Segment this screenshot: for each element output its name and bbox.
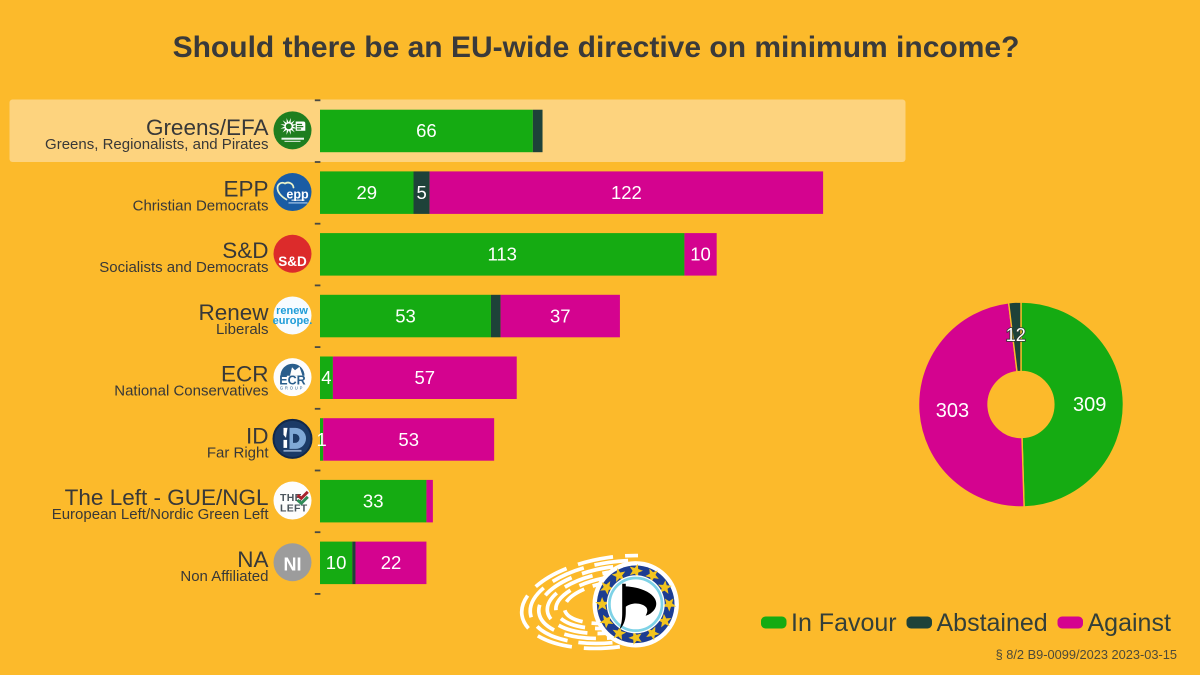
- svg-text:renew: renew: [276, 305, 308, 317]
- svg-text:NA: NA: [237, 547, 268, 572]
- svg-text:29: 29: [357, 182, 378, 203]
- svg-text:In Favour: In Favour: [791, 609, 897, 637]
- svg-text:§ 8/2 B9-0099/2023 2023-03-15: § 8/2 B9-0099/2023 2023-03-15: [996, 647, 1177, 662]
- svg-text:ID: ID: [246, 423, 269, 448]
- svg-text:S&D: S&D: [222, 238, 268, 263]
- svg-text:ECR: ECR: [279, 374, 305, 388]
- svg-text:113: 113: [487, 244, 517, 265]
- svg-text:12: 12: [1006, 325, 1026, 345]
- svg-text:4: 4: [321, 367, 331, 388]
- svg-text:S&D: S&D: [278, 254, 307, 269]
- svg-text:Renew: Renew: [198, 300, 269, 325]
- svg-text:66: 66: [416, 120, 437, 141]
- svg-text:309: 309: [1073, 394, 1106, 416]
- svg-text:Greens/EFA: Greens/EFA: [146, 115, 269, 140]
- svg-text:Against: Against: [1088, 609, 1171, 637]
- svg-text:EPP: EPP: [223, 177, 268, 202]
- svg-text:epp: epp: [286, 188, 309, 202]
- svg-text:122: 122: [611, 182, 642, 203]
- svg-text:10: 10: [690, 244, 711, 265]
- svg-text:THE: THE: [280, 492, 302, 504]
- svg-text:10: 10: [326, 552, 347, 573]
- svg-text:GROUP: GROUP: [280, 386, 304, 391]
- svg-text:Non Affiliated: Non Affiliated: [180, 568, 268, 585]
- svg-text:europe.: europe.: [273, 315, 313, 327]
- svg-text:57: 57: [415, 367, 436, 388]
- svg-text:Should there be an EU-wide dir: Should there be an EU-wide directive on …: [173, 31, 1020, 64]
- svg-text:The Left - GUE/NGL: The Left - GUE/NGL: [65, 485, 269, 510]
- svg-text:33: 33: [363, 491, 384, 512]
- svg-text:Far Right: Far Right: [207, 444, 270, 461]
- svg-text:1: 1: [316, 429, 326, 450]
- svg-text:National Conservatives: National Conservatives: [114, 383, 268, 400]
- svg-text:53: 53: [398, 429, 419, 450]
- svg-text:NI: NI: [284, 554, 302, 574]
- svg-text:Greens, Regionalists, and Pira: Greens, Regionalists, and Pirates: [45, 136, 268, 153]
- svg-text:Abstained: Abstained: [937, 609, 1048, 637]
- svg-text:53: 53: [395, 305, 416, 326]
- svg-text:ECR: ECR: [221, 362, 269, 387]
- svg-text:Socialists and Democrats: Socialists and Democrats: [99, 259, 268, 276]
- svg-text:Christian Democrats: Christian Democrats: [133, 198, 269, 215]
- svg-text:5: 5: [416, 182, 426, 203]
- svg-text:22: 22: [381, 552, 402, 573]
- svg-text:303: 303: [936, 400, 969, 422]
- svg-text:Liberals: Liberals: [216, 321, 269, 338]
- svg-text:LEFT: LEFT: [280, 503, 308, 515]
- svg-text:European Left/Nordic Green Lef: European Left/Nordic Green Left: [52, 506, 270, 523]
- svg-text:37: 37: [550, 305, 571, 326]
